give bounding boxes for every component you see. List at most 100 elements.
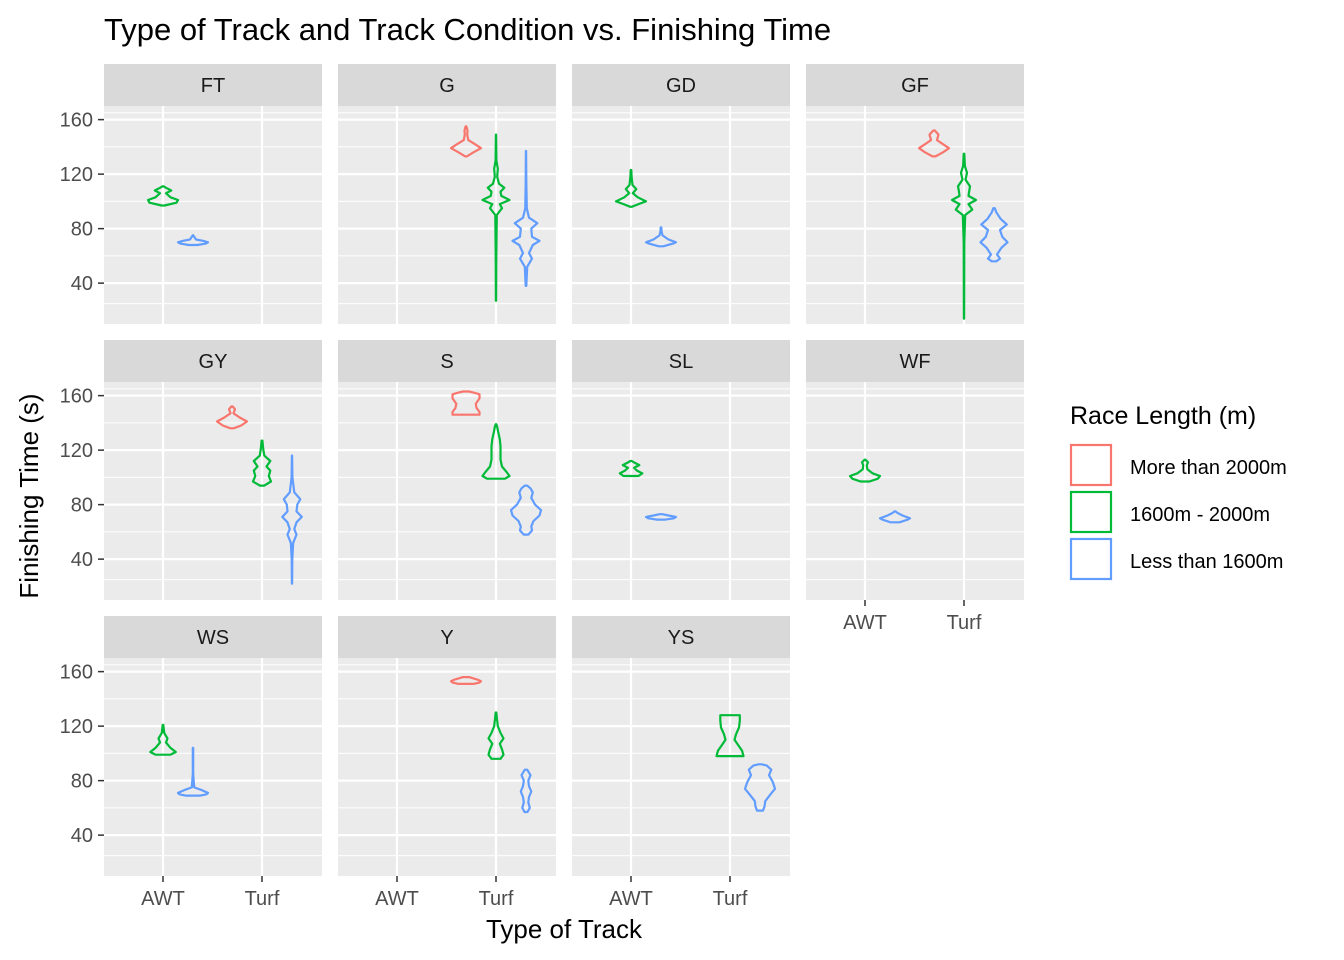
facet-strip-label: Y bbox=[440, 627, 453, 649]
facet-strip bbox=[338, 64, 556, 106]
x-tick-label: AWT bbox=[609, 888, 653, 910]
facet-strip-label: SL bbox=[669, 351, 693, 373]
y-tick-label: 160 bbox=[60, 386, 93, 408]
x-tick-label: AWT bbox=[375, 888, 419, 910]
legend-title: Race Length (m) bbox=[1070, 402, 1256, 430]
violin-less-turf bbox=[511, 149, 541, 287]
facet-panel-ft: FT 40 80 120 160 bbox=[60, 64, 322, 324]
violin-less-awt bbox=[176, 234, 210, 247]
y-tick-label: 80 bbox=[71, 219, 93, 241]
violin-mid-turf bbox=[487, 711, 505, 760]
facet-strip-label: G bbox=[439, 75, 455, 97]
violin-mid-turf bbox=[950, 152, 978, 320]
y-tick-label: 160 bbox=[60, 662, 93, 684]
facet-panel-sl: SL bbox=[572, 340, 790, 600]
facet-strip bbox=[104, 340, 322, 382]
violin-mid-awt bbox=[618, 459, 644, 478]
violin-less-turf bbox=[743, 763, 777, 812]
facet-strip-label: WF bbox=[899, 351, 930, 373]
facet-panels: FT 40 80 120 160 G GD GF GY 40 80 120 160 S SL WF AWT Tur… bbox=[60, 64, 1024, 910]
violin-mid-turf bbox=[715, 714, 745, 758]
facet-strip bbox=[572, 340, 790, 382]
violin-less-turf bbox=[281, 454, 303, 585]
facet-strip bbox=[572, 616, 790, 658]
facet-strip-label: FT bbox=[201, 75, 225, 97]
facet-panel-gd: GD bbox=[572, 64, 790, 324]
facet-strip-label: GD bbox=[666, 75, 696, 97]
violin-more-turf bbox=[449, 676, 483, 685]
violin-mid-awt bbox=[614, 168, 648, 208]
facet-strip bbox=[338, 340, 556, 382]
y-tick-label: 120 bbox=[60, 716, 93, 738]
y-tick-label: 40 bbox=[71, 549, 93, 571]
violin-less-awt bbox=[644, 226, 678, 248]
panel-background bbox=[572, 658, 790, 876]
facet-strip-label: GF bbox=[901, 75, 929, 97]
x-tick-label: Turf bbox=[947, 612, 982, 634]
panel-background bbox=[104, 106, 322, 324]
y-tick-label: 80 bbox=[71, 495, 93, 517]
facet-strip bbox=[104, 64, 322, 106]
x-tick-label: Turf bbox=[479, 888, 514, 910]
panel-background bbox=[572, 382, 790, 600]
x-tick-label: AWT bbox=[843, 612, 887, 634]
y-tick-label: 120 bbox=[60, 164, 93, 186]
legend: Race Length (m) More than 2000m 1600m - 2… bbox=[1069, 402, 1287, 581]
panel-background bbox=[338, 382, 556, 600]
facet-strip bbox=[338, 616, 556, 658]
facet-panel-wf: WF AWT Turf bbox=[806, 340, 1024, 634]
legend-label-mid: 1600m - 2000m bbox=[1130, 504, 1270, 526]
y-tick-label: 40 bbox=[71, 273, 93, 295]
facet-panel-y: Y AWT Turf bbox=[338, 616, 556, 910]
violin-mid-turf bbox=[251, 439, 273, 487]
violin-more-turf bbox=[449, 125, 483, 158]
panel-background bbox=[104, 382, 322, 600]
facet-strip-label: WS bbox=[197, 627, 229, 649]
facet-strip bbox=[806, 340, 1024, 382]
y-tick-label: 120 bbox=[60, 440, 93, 462]
facet-strip-label: GY bbox=[199, 351, 228, 373]
violin-mid-awt bbox=[848, 458, 882, 483]
x-tick-label: AWT bbox=[141, 888, 185, 910]
facet-strip bbox=[572, 64, 790, 106]
violin-more-turf bbox=[215, 405, 249, 430]
facet-strip bbox=[806, 64, 1024, 106]
legend-label-less: Less than 1600m bbox=[1130, 551, 1283, 573]
violin-less-turf bbox=[509, 484, 543, 536]
facet-panel-s: S bbox=[338, 340, 556, 600]
facet-panel-gf: GF bbox=[806, 64, 1024, 324]
legend-label-more: More than 2000m bbox=[1130, 457, 1287, 479]
violin-less-awt bbox=[878, 510, 912, 524]
legend-key-more bbox=[1069, 443, 1113, 487]
panel-background bbox=[572, 106, 790, 324]
facet-panel-ws: WS 40 80 120 160 AWT Turf bbox=[60, 616, 322, 910]
panel-background bbox=[104, 658, 322, 876]
violin-more-turf bbox=[451, 390, 481, 416]
panel-background bbox=[806, 382, 1024, 600]
x-axis-title: Type of Track bbox=[486, 914, 643, 944]
x-tick-label: Turf bbox=[713, 888, 748, 910]
facet-panel-ys: YS AWT Turf bbox=[572, 616, 790, 910]
violin-mid-awt bbox=[149, 723, 177, 756]
panel-background bbox=[338, 106, 556, 324]
y-tick-label: 80 bbox=[71, 771, 93, 793]
facet-strip bbox=[104, 616, 322, 658]
violin-mid-awt bbox=[146, 185, 180, 207]
y-axis-title: Finishing Time (s) bbox=[14, 393, 44, 598]
x-tick-label: Turf bbox=[245, 888, 280, 910]
panel-background bbox=[338, 658, 556, 876]
y-tick-label: 160 bbox=[60, 110, 93, 132]
violin-mid-turf bbox=[481, 133, 511, 302]
violin-less-awt bbox=[176, 746, 210, 797]
facet-panel-g: G bbox=[338, 64, 556, 324]
y-tick-label: 40 bbox=[71, 825, 93, 847]
violin-mid-turf bbox=[481, 423, 511, 480]
facet-strip-label: YS bbox=[668, 627, 695, 649]
violin-less-turf bbox=[979, 207, 1009, 263]
legend-key-mid bbox=[1069, 490, 1113, 534]
panel-background bbox=[806, 106, 1024, 324]
violin-less-awt bbox=[644, 513, 678, 521]
violin-more-turf bbox=[917, 129, 951, 158]
violin-less-turf bbox=[519, 768, 533, 814]
